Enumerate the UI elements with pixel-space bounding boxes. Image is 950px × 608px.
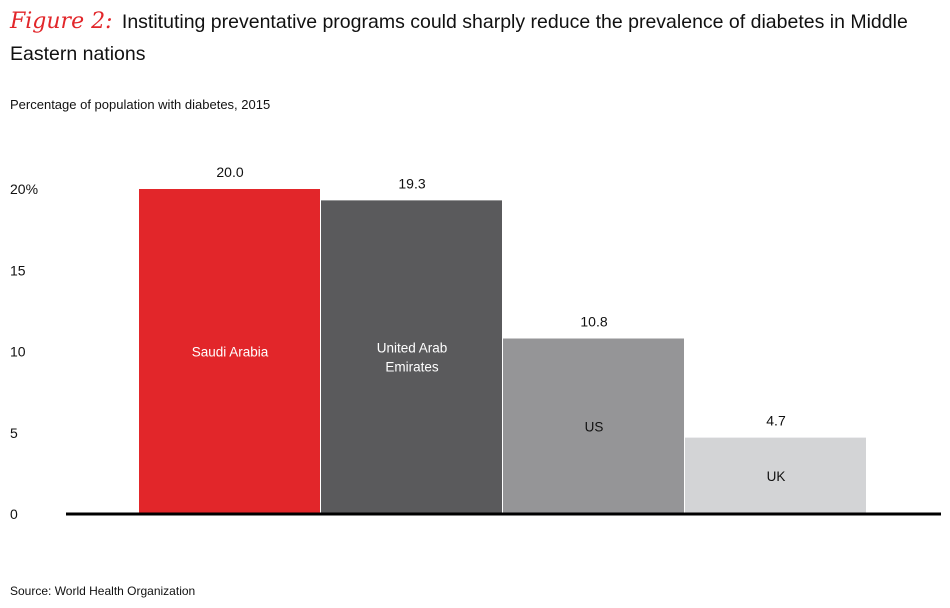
category-label: United Arab <box>377 341 448 356</box>
chart-subtitle: Percentage of population with diabetes, … <box>10 97 271 112</box>
data-label: 4.7 <box>766 413 786 429</box>
bar <box>503 338 684 514</box>
y-tick-label: 15 <box>10 262 26 278</box>
y-tick-label: 0 <box>10 506 18 522</box>
figure-label: Figure 2: <box>10 9 113 34</box>
y-tick-label: 5 <box>10 425 18 441</box>
category-label: UK <box>767 469 786 484</box>
bar <box>139 189 320 514</box>
y-tick-label: 20% <box>10 181 38 197</box>
data-label: 20.0 <box>216 164 243 180</box>
category-label: Emirates <box>385 360 439 375</box>
y-tick-label: 10 <box>10 344 26 360</box>
data-label: 10.8 <box>580 314 607 330</box>
category-label: Saudi Arabia <box>192 345 269 360</box>
title-text: Instituting preventative programs could … <box>10 11 908 65</box>
chart-title: Figure 2: Instituting preventative progr… <box>10 6 940 70</box>
category-label: US <box>585 419 604 434</box>
source-note: Source: World Health Organization <box>10 584 196 598</box>
data-label: 19.3 <box>398 175 425 191</box>
bar <box>321 200 502 514</box>
bar <box>685 437 866 514</box>
